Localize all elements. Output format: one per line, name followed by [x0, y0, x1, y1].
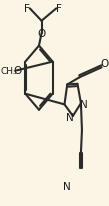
Text: O: O: [13, 66, 22, 76]
Text: F: F: [56, 4, 62, 14]
Text: O: O: [100, 59, 109, 69]
Text: N: N: [63, 181, 70, 191]
Text: F: F: [24, 4, 30, 14]
Text: CH₃: CH₃: [1, 67, 17, 76]
Text: N: N: [80, 100, 87, 110]
Text: N: N: [66, 112, 74, 122]
Text: O: O: [37, 29, 45, 39]
